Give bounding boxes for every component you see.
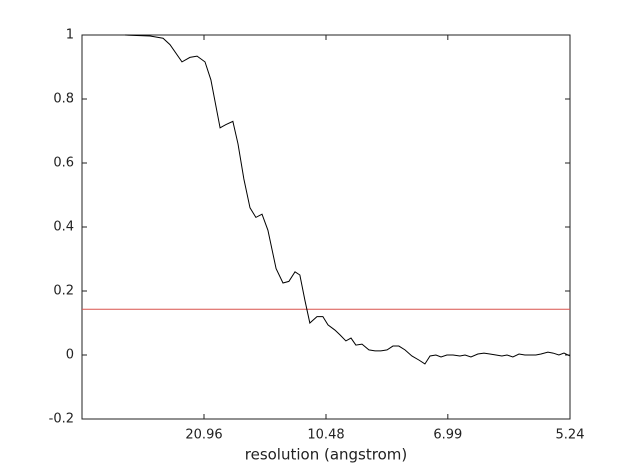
x-tick-label: 10.48 — [307, 428, 344, 443]
fsc-curve — [124, 34, 571, 365]
y-tick-label: 0.8 — [53, 92, 74, 107]
x-tick-label: 5.24 — [556, 428, 585, 443]
y-tick-label: 1 — [66, 28, 74, 43]
y-tick-label: -0.2 — [49, 412, 74, 427]
plot-frame — [81, 34, 571, 420]
y-tick-label: 0.2 — [53, 284, 74, 299]
y-tick-label: 0.6 — [53, 156, 74, 171]
x-tick-label: 6.99 — [433, 428, 462, 443]
x-tick-label: 20.96 — [185, 428, 222, 443]
x-axis-label: resolution (angstrom) — [245, 446, 407, 464]
y-tick-label: 0 — [66, 348, 74, 363]
y-tick-label: 0.4 — [53, 220, 74, 235]
